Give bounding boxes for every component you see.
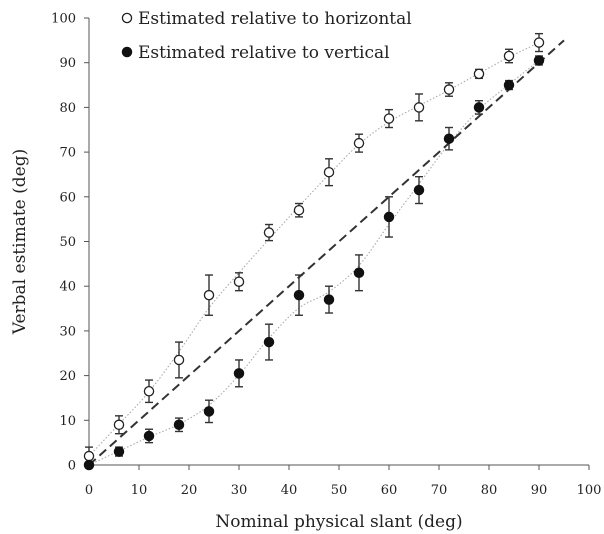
filled-data-point — [143, 430, 155, 442]
fit-curves — [88, 42, 540, 466]
x-tick-label: 10 — [131, 483, 148, 498]
legend-label-series-2: Estimated relative to vertical — [138, 43, 390, 63]
open-data-point — [353, 137, 365, 149]
y-tick-label: 10 — [59, 414, 76, 429]
y-tick-label: 20 — [59, 369, 76, 384]
y-tick-label: 0 — [68, 459, 76, 474]
open-data-point — [293, 204, 305, 216]
filled-data-point — [263, 336, 275, 348]
fit-curve-series-1 — [88, 42, 540, 457]
open-data-point — [443, 84, 455, 95]
x-tick-label: 40 — [281, 483, 298, 498]
x-tick-label: 70 — [431, 483, 448, 498]
x-axis-title: Nominal physical slant (deg) — [215, 512, 462, 532]
filled-data-point — [233, 368, 245, 379]
open-data-point — [413, 102, 425, 113]
y-tick-label: 60 — [59, 190, 76, 205]
y-tick-label: 40 — [59, 280, 76, 295]
filled-data-point — [473, 102, 485, 113]
x-tick-label: 100 — [577, 483, 602, 498]
open-data-point — [263, 227, 275, 238]
open-data-point — [143, 385, 155, 397]
y-axis-title: Verbal estimate (deg) — [10, 149, 30, 335]
filled-data-point — [323, 294, 335, 305]
x-tick-label: 30 — [231, 483, 248, 498]
filled-data-point — [83, 459, 95, 471]
x-tick-label: 20 — [181, 483, 198, 498]
y-tick-label: 70 — [59, 146, 76, 161]
y-tick-label: 80 — [59, 101, 76, 116]
legend: Estimated relative to horizontal Estimate… — [121, 9, 412, 63]
legend-filled-marker — [121, 46, 133, 58]
open-data-point — [113, 419, 125, 431]
filled-data-point — [413, 184, 425, 196]
x-tick-label: 80 — [481, 483, 498, 498]
legend-label-series-1: Estimated relative to horizontal — [138, 9, 412, 29]
open-data-point — [473, 68, 485, 80]
filled-data-point — [293, 289, 305, 301]
fit-curve-series-2 — [88, 60, 540, 466]
x-tick-label: 90 — [531, 483, 548, 498]
open-data-point — [173, 354, 185, 366]
filled-data-point — [173, 419, 185, 431]
y-tick-label: 30 — [59, 324, 76, 339]
ticks: 0 10 20 30 40 50 60 70 80 90 100 0 10 20 30 40 50 60 70 80 9… — [51, 12, 601, 499]
open-data-point — [323, 166, 335, 178]
open-data-point — [83, 450, 95, 462]
filled-data-point — [443, 133, 455, 144]
legend-open-marker — [121, 12, 133, 24]
reference-line-group — [88, 39, 565, 466]
y-tick-label: 100 — [51, 12, 76, 27]
reference-line — [88, 39, 565, 466]
filled-data-point — [383, 211, 395, 223]
y-tick-label: 90 — [59, 56, 76, 71]
open-data-point — [503, 50, 515, 62]
filled-data-point — [503, 79, 515, 91]
open-data-point — [383, 113, 395, 124]
filled-data-point — [113, 446, 125, 457]
filled-data-point — [203, 406, 215, 417]
x-tick-label: 0 — [85, 483, 93, 498]
y-tick-label: 50 — [59, 235, 76, 250]
open-data-point — [233, 276, 245, 287]
x-tick-label: 60 — [381, 483, 398, 498]
filled-data-point — [353, 267, 365, 279]
data-points — [83, 37, 545, 471]
open-data-point — [533, 37, 545, 48]
filled-data-point — [533, 55, 545, 66]
error-bars — [85, 32, 543, 466]
open-data-point — [203, 289, 215, 301]
x-tick-label: 50 — [331, 483, 348, 498]
